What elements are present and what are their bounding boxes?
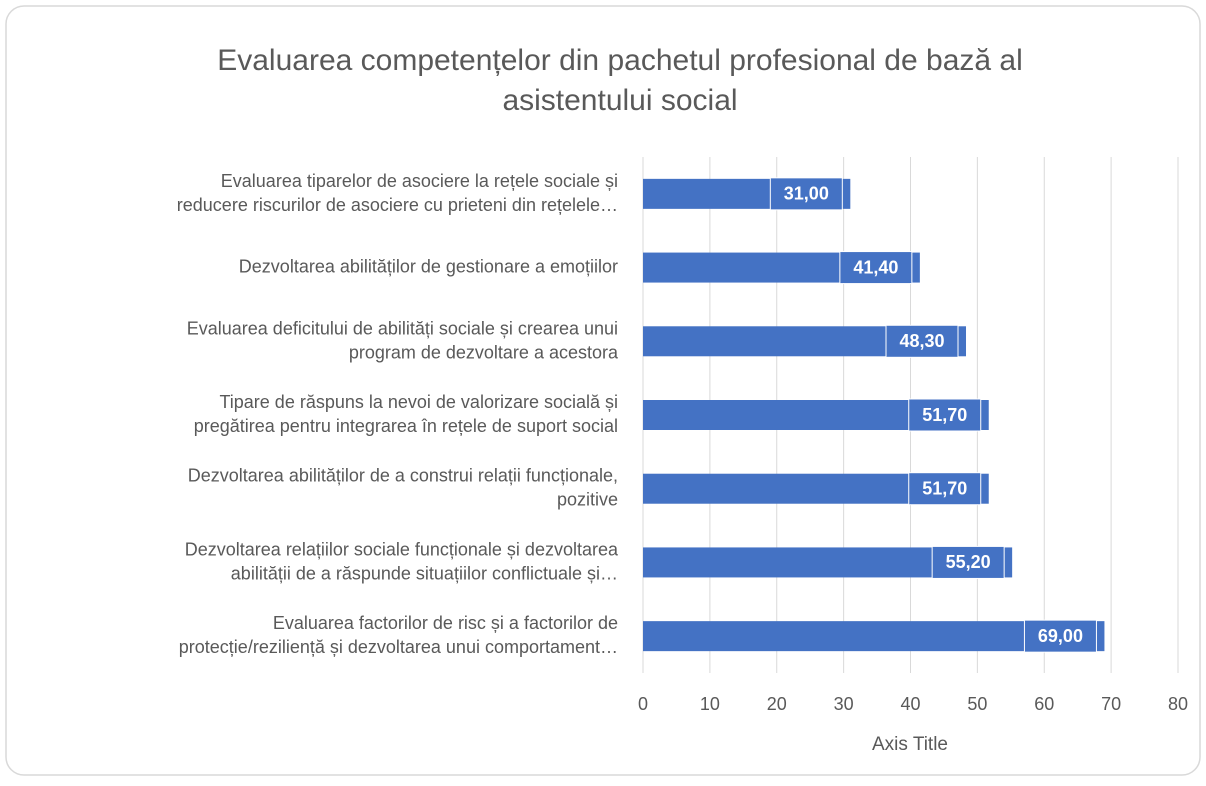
x-tick-label: 60 <box>1034 694 1054 714</box>
y-tick-label: Dezvoltarea abilităților de a construi r… <box>188 465 618 509</box>
data-label-box <box>1023 619 1097 653</box>
y-tick-label: Evaluarea tiparelor de asociere la rețel… <box>177 171 618 215</box>
x-tick-label: 50 <box>967 694 987 714</box>
y-tick-label: Tipare de răspuns la nevoi de valorizare… <box>194 392 618 436</box>
x-tick-label: 20 <box>767 694 787 714</box>
data-label-box <box>908 398 982 432</box>
x-tick-label: 0 <box>638 694 648 714</box>
data-label-box <box>908 472 982 506</box>
data-label: 55,20 <box>946 552 991 572</box>
x-tick-label: 10 <box>700 694 720 714</box>
chart-border <box>5 5 1201 776</box>
y-tick-label: Dezvoltarea relațiilor sociale funcționa… <box>185 539 619 583</box>
x-tick-label: 70 <box>1101 694 1121 714</box>
data-label-box <box>839 251 913 285</box>
data-label-box <box>769 177 843 211</box>
y-tick-label: Evaluarea deficitului de abilități socia… <box>187 318 619 362</box>
data-label-box <box>931 545 1005 579</box>
x-axis-title: Axis Title <box>872 734 948 755</box>
data-label: 51,70 <box>922 405 967 425</box>
data-label: 69,00 <box>1038 626 1083 646</box>
data-label: 51,70 <box>922 478 967 498</box>
data-label-box <box>885 324 959 358</box>
data-label: 41,40 <box>853 257 898 277</box>
x-tick-label: 80 <box>1168 694 1188 714</box>
y-tick-label: Dezvoltarea abilităților de gestionare a… <box>239 256 618 276</box>
y-tick-label: Evaluarea factorilor de risc și a factor… <box>179 613 618 657</box>
chart-title: Evaluarea competențelor din pachetul pro… <box>217 44 1023 117</box>
x-tick-label: 30 <box>834 694 854 714</box>
data-label: 31,00 <box>784 184 829 204</box>
data-label: 48,30 <box>899 331 944 351</box>
x-tick-label: 40 <box>900 694 920 714</box>
